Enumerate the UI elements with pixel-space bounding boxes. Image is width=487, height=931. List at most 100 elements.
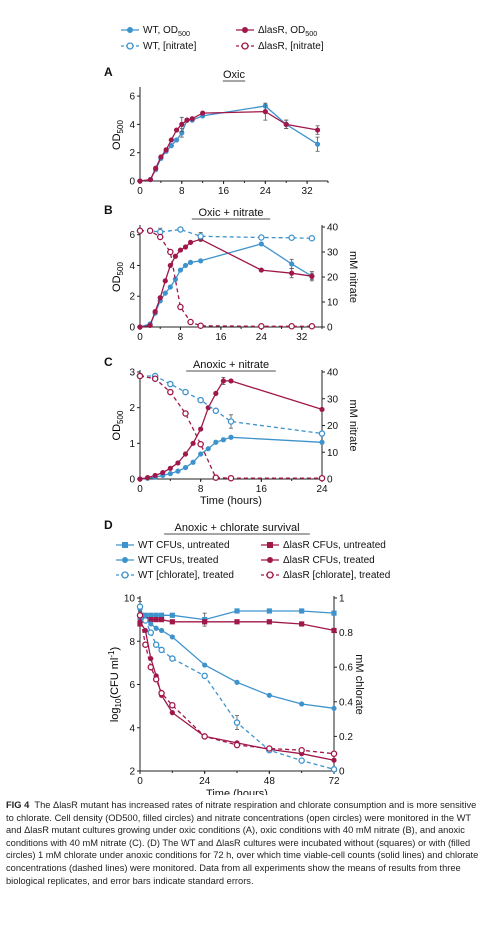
legend-d-label: ΔlasR [chlorate], treated: [283, 570, 390, 581]
data-point: [172, 276, 178, 282]
y-tick-label: 2: [129, 292, 135, 303]
data-point: [157, 295, 163, 301]
x-tick-label: 48: [264, 776, 276, 787]
data-point: [169, 619, 175, 625]
data-point: [173, 137, 180, 143]
x-tick-label: 0: [137, 332, 143, 343]
data-point: [331, 627, 337, 634]
data-point: [197, 232, 204, 240]
data-point: [289, 270, 295, 276]
data-point: [177, 226, 184, 233]
legend-d-marker: [122, 542, 128, 548]
data-point: [197, 322, 204, 329]
data-point: [147, 629, 155, 636]
data-point: [177, 247, 184, 253]
y2-tick-label: 1: [339, 594, 345, 605]
data-point: [331, 757, 337, 763]
y-tick-label: 3: [129, 368, 135, 379]
y-tick-label: 4: [129, 723, 135, 734]
data-point: [137, 324, 143, 330]
data-point: [158, 689, 165, 697]
series-line: [139, 606, 335, 770]
data-point: [136, 372, 144, 380]
legend-d-marker: [267, 557, 273, 563]
data-point: [162, 290, 168, 296]
x-tick-label: 8: [198, 484, 204, 495]
data-point: [167, 471, 173, 477]
caption-fig-label: FIG 4: [6, 800, 30, 810]
y2-tick-label: 0: [327, 323, 333, 334]
x-tick-label: 0: [137, 484, 143, 495]
y-tick-label: 4: [129, 261, 135, 272]
data-point: [233, 719, 241, 726]
data-point: [190, 459, 196, 465]
data-point: [213, 439, 219, 445]
series: [136, 372, 326, 482]
data-point: [258, 322, 265, 330]
data-point: [146, 227, 154, 234]
data-point: [220, 378, 227, 384]
data-point: [212, 474, 220, 481]
data-point: [318, 474, 326, 482]
y2-tick-label: 30: [327, 248, 339, 259]
x-tick-label: 0: [137, 776, 143, 787]
y2-axis-label: mM chlorate: [353, 654, 365, 715]
y-tick-label: 2: [129, 403, 135, 414]
series-line: [139, 615, 335, 755]
y-axis-label: OD500: [111, 410, 125, 440]
panel-label: A: [104, 65, 113, 79]
legend-d-marker: [267, 542, 273, 548]
series: [136, 601, 338, 773]
legend-d-marker: [121, 571, 129, 579]
legend-d-label: ΔlasR CFUs, treated: [283, 555, 375, 566]
top-legend-label: WT, OD500: [143, 25, 190, 38]
data-point: [153, 617, 159, 623]
y-tick-label: 6: [129, 680, 135, 691]
y-tick-label: 4: [129, 120, 135, 131]
panel-title: Anoxic + nitrate: [193, 359, 269, 371]
series: [137, 376, 325, 482]
legend-d-label: ΔlasR CFUs, untreated: [283, 540, 386, 551]
data-point: [198, 258, 204, 264]
data-point: [190, 440, 196, 446]
series-line: [139, 110, 318, 182]
data-point: [153, 612, 159, 618]
data-point: [169, 710, 175, 716]
data-point: [201, 733, 208, 740]
legend-d-item: ΔlasR CFUs, treated: [261, 555, 375, 566]
data-point: [152, 676, 160, 683]
series: [137, 617, 337, 634]
y2-tick-label: 0.4: [339, 697, 353, 708]
top-legend-item: WT, OD500: [121, 25, 190, 38]
data-point: [182, 262, 189, 269]
data-point: [160, 469, 166, 476]
legend-d-marker: [266, 571, 274, 579]
data-point: [319, 406, 325, 413]
data-point: [168, 143, 174, 149]
x-tick-label: 16: [215, 332, 227, 343]
data-point: [258, 241, 264, 247]
data-point: [197, 440, 204, 448]
x-axis-label: Time (hours): [200, 495, 262, 507]
data-point: [173, 127, 180, 133]
x-tick-label: 16: [256, 484, 268, 495]
y-tick-label: 0: [129, 323, 135, 334]
data-point: [262, 109, 268, 115]
data-point: [330, 750, 338, 757]
series: [136, 227, 316, 330]
data-point: [198, 451, 204, 457]
y-tick-label: 2: [129, 767, 135, 778]
series: [137, 103, 321, 184]
legend-d-item: WT CFUs, untreated: [116, 540, 230, 551]
data-point: [266, 608, 272, 614]
panel-title: Oxic: [223, 69, 246, 81]
data-point: [177, 267, 184, 273]
data-point: [142, 612, 148, 618]
data-point: [136, 612, 144, 619]
data-point: [234, 679, 240, 685]
top-legend-label: ΔlasR, OD500: [258, 25, 317, 38]
data-point: [158, 617, 165, 623]
panel-label: C: [104, 355, 113, 369]
